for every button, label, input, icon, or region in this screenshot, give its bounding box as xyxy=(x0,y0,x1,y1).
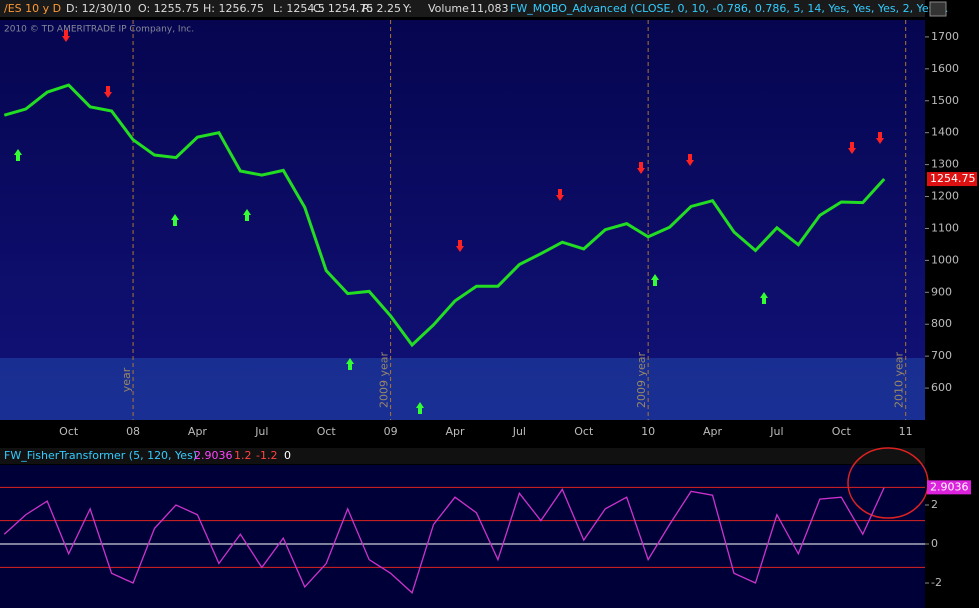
x-tick-label: Apr xyxy=(703,425,723,438)
sell-arrows xyxy=(62,30,884,252)
y-field: Y: xyxy=(402,2,412,15)
study: FW_MOBO_Advanced (CLOSE, 0, 10, -0.786, … xyxy=(510,2,948,15)
year-label: 2010 year xyxy=(893,352,906,409)
x-tick-label: Oct xyxy=(59,425,79,438)
header-bar xyxy=(0,0,925,17)
x-tick-label: Jul xyxy=(512,425,526,438)
settings-button[interactable] xyxy=(929,1,947,17)
year-label: 2009 year xyxy=(378,352,391,409)
x-tick-label: Oct xyxy=(832,425,852,438)
y-tick-label: -2 xyxy=(931,576,942,589)
y-tick-label: 700 xyxy=(931,349,952,362)
series-line xyxy=(3,83,886,348)
y-tick-label: 600 xyxy=(931,381,952,394)
x-tick-label: Jul xyxy=(769,425,783,438)
low: L: 1254.5 xyxy=(273,2,325,15)
y-tick-label: 2 xyxy=(931,498,938,511)
symbol: /ES 10 y D xyxy=(4,2,61,15)
watermark: 2010 © TD AMERITRADE IP Company, Inc. xyxy=(4,25,194,35)
price-panel xyxy=(0,20,925,420)
fisher-title: FW_FisherTransformer (5, 120, Yes) xyxy=(4,449,197,462)
volume: 11,083 xyxy=(470,2,509,15)
x-tick-label: 09 xyxy=(384,425,398,438)
range: R: 2.25 xyxy=(362,2,401,15)
year-label: year xyxy=(120,367,133,392)
buy-arrows xyxy=(14,149,768,414)
fisher-value: 2.9036 xyxy=(194,449,233,462)
y-tick-label: 1000 xyxy=(931,253,959,266)
year-label: 2009 year xyxy=(635,352,648,409)
fisher-upper: 1.2 xyxy=(234,449,252,462)
volume-label: Volume xyxy=(428,2,469,15)
last-price-label: 1254.75 xyxy=(930,172,976,185)
y-tick-label: 900 xyxy=(931,285,952,298)
y-tick-label: 0 xyxy=(931,537,938,550)
fisher-zero: 0 xyxy=(284,449,291,462)
x-tick-label: Oct xyxy=(317,425,337,438)
x-tick-label: Apr xyxy=(188,425,208,438)
open: O: 1255.75 xyxy=(138,2,199,15)
y-tick-label: 1600 xyxy=(931,62,959,75)
close: C: 1254.75 xyxy=(313,2,373,15)
date: D: 12/30/10 xyxy=(66,2,131,15)
y-tick-label: 800 xyxy=(931,317,952,330)
x-tick-label: 10 xyxy=(641,425,655,438)
y-tick-label: 1500 xyxy=(931,94,959,107)
x-tick-label: 11 xyxy=(899,425,913,438)
fisher-panel xyxy=(0,465,925,608)
last-value-label: 2.9036 xyxy=(930,480,969,493)
y-tick-label: 1200 xyxy=(931,190,959,203)
high: H: 1256.75 xyxy=(203,2,264,15)
last-price-tag xyxy=(927,172,977,187)
x-tick-label: 08 xyxy=(126,425,140,438)
y-tick-label: 1700 xyxy=(931,30,959,43)
x-tick-label: Jul xyxy=(254,425,268,438)
last-value-tag xyxy=(927,480,971,495)
fisher-lower: -1.2 xyxy=(256,449,277,462)
fisher-header xyxy=(0,448,925,464)
x-tick-label: Oct xyxy=(574,425,594,438)
y-tick-label: 1100 xyxy=(931,221,959,234)
x-tick-label: Apr xyxy=(445,425,465,438)
y-tick-label: 1300 xyxy=(931,158,959,171)
y-tick-label: 1400 xyxy=(931,126,959,139)
series-line xyxy=(3,487,885,594)
volume-area xyxy=(0,358,925,420)
